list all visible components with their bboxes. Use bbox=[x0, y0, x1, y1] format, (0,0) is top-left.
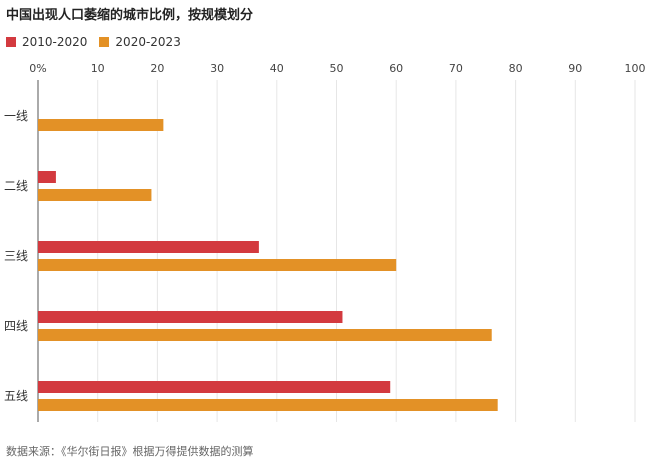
bar-series1 bbox=[38, 241, 259, 253]
bar-series2 bbox=[38, 259, 397, 271]
bar-series2 bbox=[38, 119, 164, 131]
x-tick-label: 60 bbox=[389, 62, 403, 75]
chart-legend: 2010-2020 2020-2023 bbox=[6, 35, 193, 49]
x-tick-label: 20 bbox=[150, 62, 164, 75]
x-tick-label: 70 bbox=[449, 62, 463, 75]
bar-series1 bbox=[38, 171, 56, 183]
legend-label-series1: 2010-2020 bbox=[22, 35, 88, 49]
source-note: 数据来源：《华尔街日报》根据万得提供数据的测算 bbox=[6, 445, 254, 458]
x-tick-label: 100 bbox=[625, 62, 646, 75]
x-tick-label: 30 bbox=[210, 62, 224, 75]
bar-series2 bbox=[38, 189, 152, 201]
x-tick-label: 90 bbox=[568, 62, 582, 75]
y-category-label: 四线 bbox=[4, 319, 28, 333]
legend-swatch-series2 bbox=[99, 37, 110, 47]
legend-item-series1: 2010-2020 bbox=[6, 35, 87, 49]
legend-item-series2: 2020-2023 bbox=[99, 35, 181, 49]
x-tick-label: 10 bbox=[91, 62, 105, 75]
y-category-label: 五线 bbox=[4, 389, 28, 403]
x-tick-label: 80 bbox=[509, 62, 523, 75]
y-category-label: 三线 bbox=[4, 249, 28, 263]
y-category-label: 二线 bbox=[4, 179, 28, 193]
bar-series1 bbox=[38, 311, 343, 323]
x-tick-label: 40 bbox=[270, 62, 284, 75]
legend-swatch-series1 bbox=[6, 37, 16, 47]
x-tick-label: 50 bbox=[330, 62, 344, 75]
bar-series2 bbox=[38, 329, 492, 341]
bar-series2 bbox=[38, 399, 498, 411]
bar-series1 bbox=[38, 381, 391, 393]
x-tick-label: 0% bbox=[29, 62, 46, 75]
legend-label-series2: 2020-2023 bbox=[115, 35, 181, 49]
chart-title: 中国出现人口萎缩的城市比例，按规模划分 bbox=[6, 8, 254, 23]
y-category-label: 一线 bbox=[4, 109, 28, 123]
